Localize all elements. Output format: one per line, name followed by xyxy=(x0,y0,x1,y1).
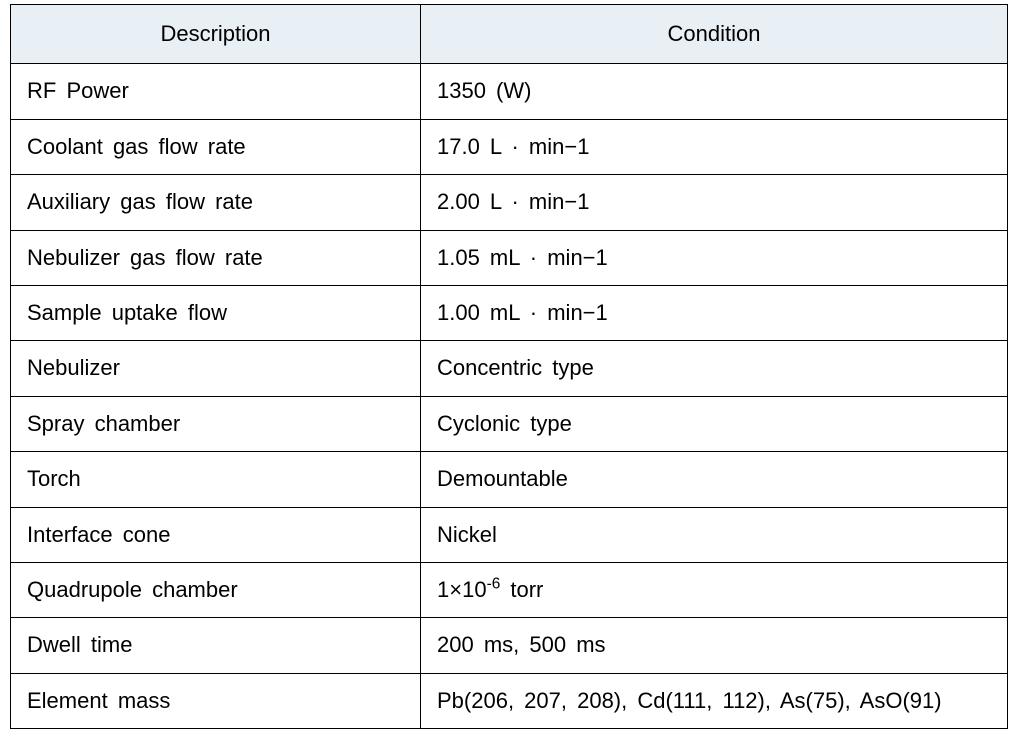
column-header-description: Description xyxy=(11,5,421,64)
table-container: Description Condition RF Power 1350 (W) … xyxy=(0,0,1017,733)
cell-condition: Nickel xyxy=(421,507,1008,562)
table-row: Sample uptake flow 1.00 mL · min−1 xyxy=(11,285,1008,340)
cell-description: Auxiliary gas flow rate xyxy=(11,175,421,230)
cell-description: Nebulizer gas flow rate xyxy=(11,230,421,285)
table-row: Quadrupole chamber 1×10-6 torr xyxy=(11,562,1008,617)
cell-condition: 1350 (W) xyxy=(421,64,1008,119)
cell-description: RF Power xyxy=(11,64,421,119)
cell-description: Quadrupole chamber xyxy=(11,562,421,617)
table-row: Torch Demountable xyxy=(11,452,1008,507)
table-row: Auxiliary gas flow rate 2.00 L · min−1 xyxy=(11,175,1008,230)
cell-condition: Pb(206, 207, 208), Cd(111, 112), As(75),… xyxy=(421,673,1008,728)
table-body: RF Power 1350 (W) Coolant gas flow rate … xyxy=(11,64,1008,729)
cell-description: Spray chamber xyxy=(11,396,421,451)
column-header-condition: Condition xyxy=(421,5,1008,64)
cell-condition: 1.00 mL · min−1 xyxy=(421,285,1008,340)
cell-description: Interface cone xyxy=(11,507,421,562)
table-header-row: Description Condition xyxy=(11,5,1008,64)
cell-description: Nebulizer xyxy=(11,341,421,396)
cell-description: Dwell time xyxy=(11,618,421,673)
table-row: Nebulizer gas flow rate 1.05 mL · min−1 xyxy=(11,230,1008,285)
table-row: Nebulizer Concentric type xyxy=(11,341,1008,396)
cell-condition: Cyclonic type xyxy=(421,396,1008,451)
conditions-table: Description Condition RF Power 1350 (W) … xyxy=(10,4,1008,729)
cell-condition: 1.05 mL · min−1 xyxy=(421,230,1008,285)
cell-description: Sample uptake flow xyxy=(11,285,421,340)
table-row: Interface cone Nickel xyxy=(11,507,1008,562)
cell-condition: 1×10-6 torr xyxy=(421,562,1008,617)
table-row: Coolant gas flow rate 17.0 L · min−1 xyxy=(11,119,1008,174)
cell-condition: 17.0 L · min−1 xyxy=(421,119,1008,174)
table-row: Dwell time 200 ms, 500 ms xyxy=(11,618,1008,673)
table-row: RF Power 1350 (W) xyxy=(11,64,1008,119)
cell-description: Torch xyxy=(11,452,421,507)
cell-condition: 2.00 L · min−1 xyxy=(421,175,1008,230)
cell-condition: 200 ms, 500 ms xyxy=(421,618,1008,673)
cell-description: Element mass xyxy=(11,673,421,728)
cell-condition: Demountable xyxy=(421,452,1008,507)
table-row: Spray chamber Cyclonic type xyxy=(11,396,1008,451)
cell-description: Coolant gas flow rate xyxy=(11,119,421,174)
table-row: Element mass Pb(206, 207, 208), Cd(111, … xyxy=(11,673,1008,728)
cell-condition: Concentric type xyxy=(421,341,1008,396)
